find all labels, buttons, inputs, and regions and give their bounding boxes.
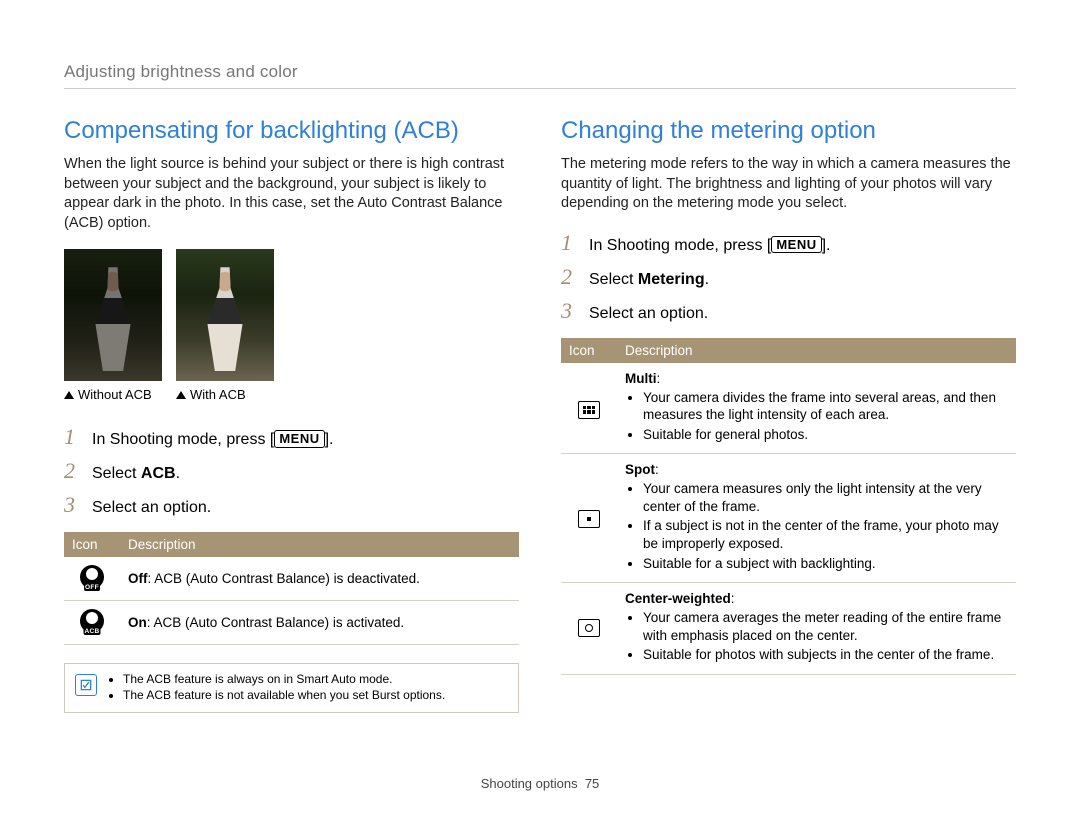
menu-button-label: MENU [274,430,324,448]
caption-without-acb: Without ACB [64,387,162,402]
option-bullet: Suitable for a subject with backlighting… [643,555,1008,573]
step-text: In Shooting mode, press [ [92,431,274,448]
option-label: Center-weighted [625,591,731,606]
step-bold: ACB [141,465,176,482]
option-text: : ACB (Auto Contrast Balance) is deactiv… [148,571,420,586]
metering-multi-icon [578,401,600,419]
step-number: 1 [561,230,579,256]
step-text: Select [589,271,638,288]
option-label: Multi [625,371,657,386]
step-text: . [176,465,180,482]
step-text: ]. [325,431,334,448]
table-header-icon: Icon [561,338,617,363]
intro-metering: The metering mode refers to the way in w… [561,155,1016,214]
step-text: Select an option. [589,305,708,323]
triangle-icon [64,391,74,399]
triangle-icon [176,391,186,399]
metering-spot-icon [578,510,600,528]
step-3: 3 Select an option. [561,298,1016,324]
step-number: 2 [64,458,82,484]
step-1: 1 In Shooting mode, press [MENU]. [561,230,1016,256]
step-text: Select an option. [92,499,211,517]
step-text: Select [92,465,141,482]
option-label: On [128,615,147,630]
step-text: . [705,271,709,288]
option-label: Spot [625,462,655,477]
step-number: 2 [561,264,579,290]
option-text: : ACB (Auto Contrast Balance) is activat… [147,615,404,630]
step-bold: Metering [638,271,705,288]
table-header-desc: Description [120,532,519,557]
table-row: Multi: Your camera divides the frame int… [561,363,1016,454]
step-number: 1 [64,424,82,450]
section-title-acb: Compensating for backlighting (ACB) [64,117,519,145]
steps-metering: 1 In Shooting mode, press [MENU]. 2 Sele… [561,230,1016,324]
step-number: 3 [64,492,82,518]
caption-with-acb: With ACB [176,387,274,402]
footer-label: Shooting options [481,776,578,791]
intro-acb: When the light source is behind your sub… [64,155,519,233]
step-2: 2 Select ACB. [64,458,519,484]
acb-off-icon: OFF [80,565,104,589]
caption-text: With ACB [190,387,246,402]
step-2: 2 Select Metering. [561,264,1016,290]
option-bullet: If a subject is not in the center of the… [643,517,1008,552]
table-row: Center-weighted: Your camera averages th… [561,583,1016,675]
option-bullet: Your camera averages the meter reading o… [643,609,1008,644]
caption-text: Without ACB [78,387,152,402]
footer-page: 75 [585,776,599,791]
note-item: The ACB feature is always on in Smart Au… [123,672,445,686]
table-header-icon: Icon [64,532,120,557]
note-item: The ACB feature is not available when yo… [123,688,445,702]
steps-acb: 1 In Shooting mode, press [MENU]. 2 Sele… [64,424,519,518]
step-text: In Shooting mode, press [ [589,237,771,254]
step-number: 3 [561,298,579,324]
page-footer: Shooting options 75 [0,776,1080,791]
metering-options-table: Icon Description Multi: [561,338,1016,675]
metering-center-weighted-icon [578,619,600,637]
menu-button-label: MENU [771,236,821,254]
option-bullet: Suitable for general photos. [643,426,1008,444]
step-1: 1 In Shooting mode, press [MENU]. [64,424,519,450]
table-row: Spot: Your camera measures only the ligh… [561,454,1016,583]
section-title-metering: Changing the metering option [561,117,1016,145]
photo-without-acb [64,249,162,381]
note-box: The ACB feature is always on in Smart Au… [64,663,519,713]
icon-sub-label: OFF [84,584,100,591]
table-row: OFF Off: ACB (Auto Contrast Balance) is … [64,557,519,601]
acb-on-icon: ACB [80,609,104,633]
table-header-desc: Description [617,338,1016,363]
option-bullet: Your camera divides the frame into sever… [643,389,1008,424]
breadcrumb: Adjusting brightness and color [64,62,1016,82]
step-3: 3 Select an option. [64,492,519,518]
left-column: Compensating for backlighting (ACB) When… [64,117,519,713]
right-column: Changing the metering option The meterin… [561,117,1016,713]
photo-with-acb [176,249,274,381]
note-icon [75,674,97,696]
step-text: ]. [822,237,831,254]
option-bullet: Suitable for photos with subjects in the… [643,646,1008,664]
example-photos [64,249,519,381]
acb-options-table: Icon Description OFF Off: ACB (A [64,532,519,645]
option-bullet: Your camera measures only the light inte… [643,480,1008,515]
icon-sub-label: ACB [84,628,101,635]
divider [64,88,1016,89]
option-label: Off [128,571,148,586]
table-row: ACB On: ACB (Auto Contrast Balance) is a… [64,601,519,645]
